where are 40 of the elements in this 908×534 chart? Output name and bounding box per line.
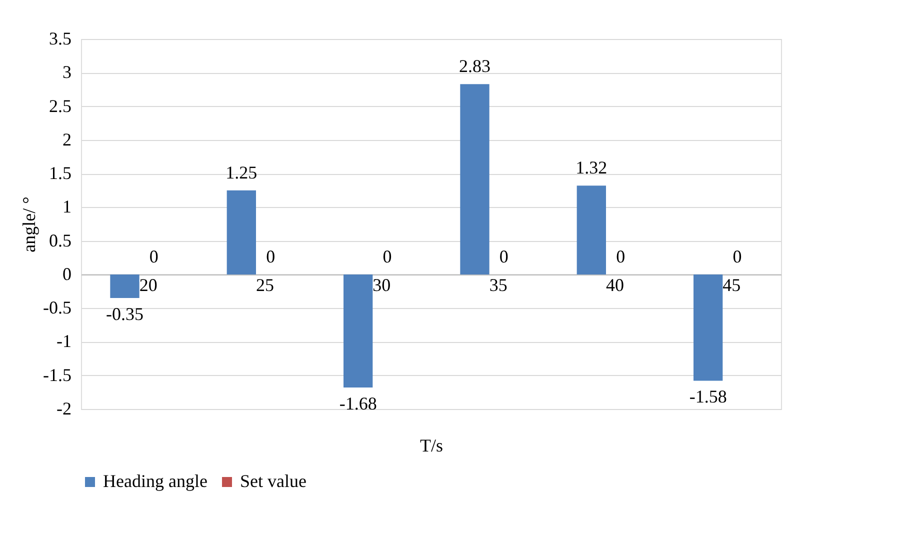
data-label: -1.58 (689, 386, 727, 407)
x-tick-label: 35 (489, 274, 508, 295)
legend-label: Heading angle (103, 471, 208, 491)
bar (460, 84, 490, 274)
legend-label: Set value (240, 471, 306, 491)
bar (344, 274, 373, 388)
y-tick-label: -2 (56, 398, 72, 418)
data-label: 0 (616, 246, 626, 266)
data-label: -0.35 (106, 304, 144, 324)
bar (694, 274, 723, 381)
x-tick-label: 40 (606, 274, 624, 295)
data-label: 0 (499, 246, 508, 266)
data-label: -1.68 (339, 393, 377, 414)
y-tick-label: -0.5 (43, 298, 72, 318)
y-tick-label: 3 (62, 62, 72, 82)
y-tick-label: -1 (56, 331, 72, 352)
data-label: 0 (149, 246, 158, 266)
data-label: 0 (732, 246, 742, 266)
y-tick-label: 2.5 (49, 96, 72, 116)
x-axis-title: T/s (420, 436, 444, 456)
bar (576, 186, 606, 274)
bar (110, 274, 140, 298)
data-label: 0 (266, 246, 276, 266)
x-tick-label: 45 (722, 274, 741, 295)
y-axis-title: angle/ ° (19, 196, 40, 252)
x-tick-label: 30 (372, 274, 391, 295)
data-label: 1.25 (226, 162, 258, 182)
x-tick-label: 20 (139, 274, 158, 295)
data-label: 0 (382, 246, 392, 266)
y-tick-label: 1 (62, 196, 72, 217)
y-tick-label: -1.5 (43, 364, 72, 385)
data-label: 2.83 (459, 56, 490, 76)
bar (226, 190, 256, 274)
data-label: 1.32 (576, 158, 608, 178)
y-tick-label: 0 (62, 264, 72, 284)
y-tick-label: 0.5 (49, 230, 72, 250)
y-tick-label: 2 (62, 129, 72, 150)
y-tick-label: 1.5 (49, 163, 72, 184)
x-tick-label: 25 (256, 274, 274, 295)
y-tick-label: 3.5 (49, 28, 72, 48)
